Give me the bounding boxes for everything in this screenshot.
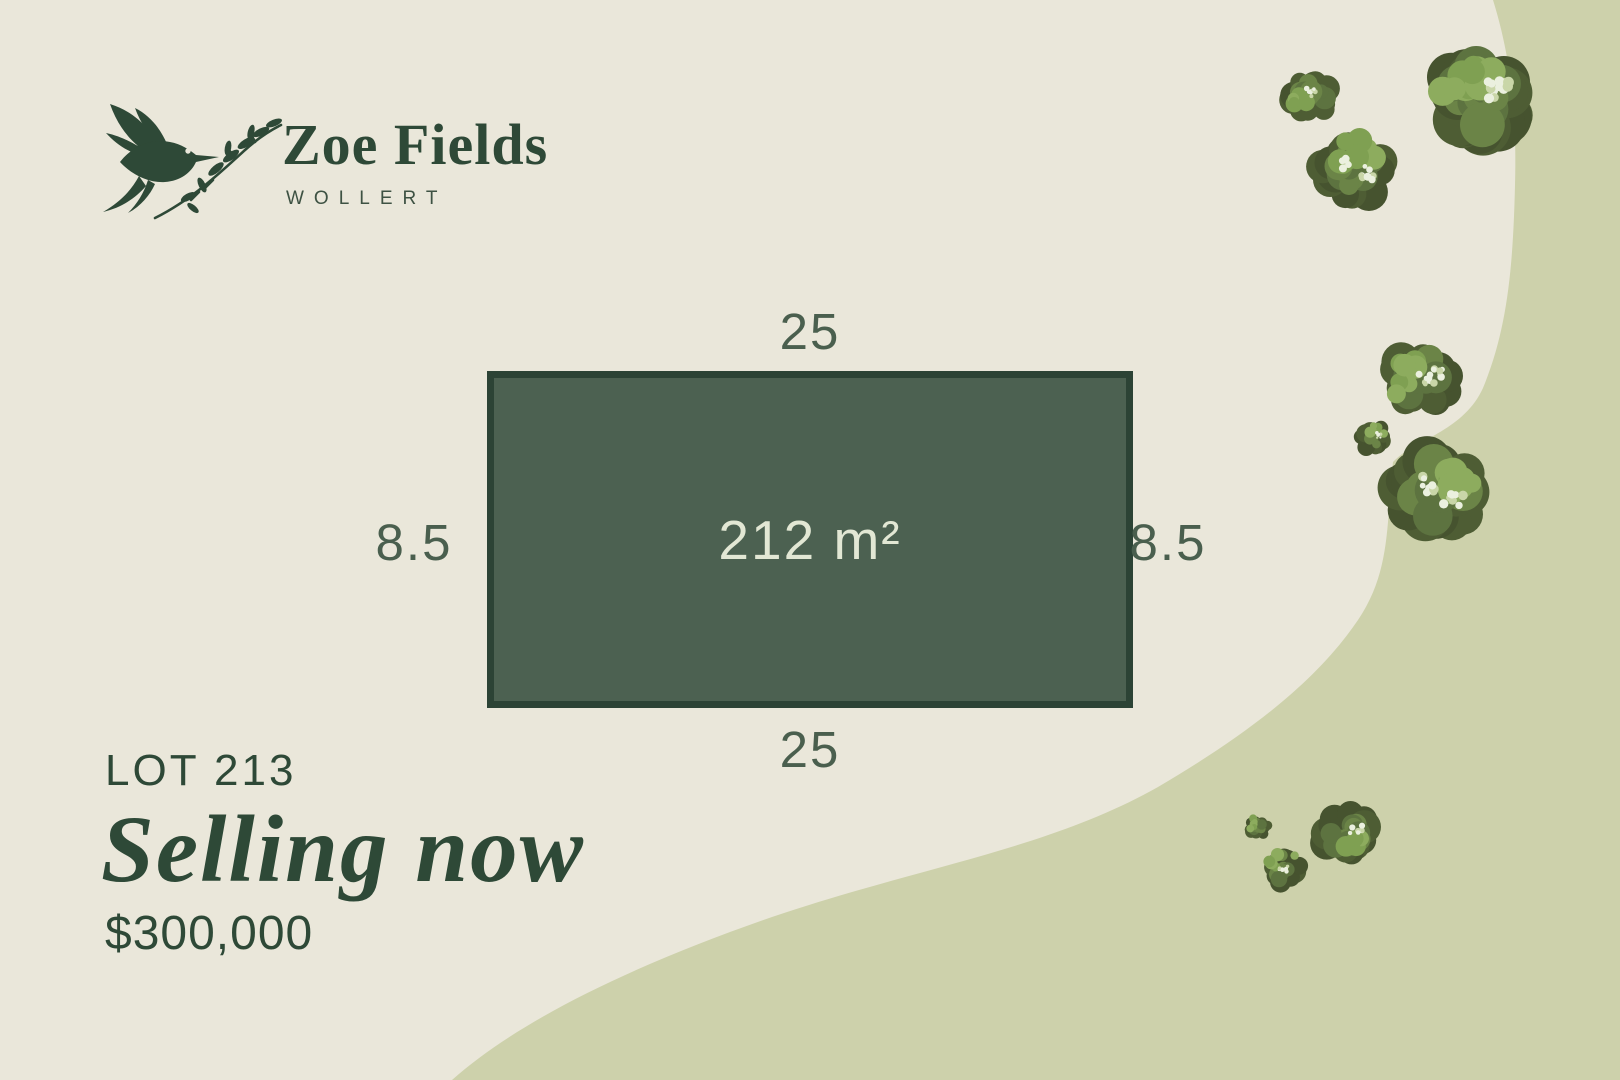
tree-cluster	[1353, 420, 1391, 457]
dimension-right: 8.5	[1129, 514, 1207, 571]
lot-plan-rectangle: 212 m²	[487, 371, 1133, 708]
dimension-left: 8.5	[375, 514, 453, 571]
tree-cluster	[1380, 342, 1463, 415]
tree-cluster	[1244, 814, 1273, 839]
lot-details: LOT 213 Selling now $300,000	[101, 746, 585, 961]
brand-location: WOLLERT	[286, 188, 448, 209]
tree-cluster	[1279, 71, 1340, 122]
dimension-bottom: 25	[779, 721, 841, 778]
tree-cluster	[1427, 46, 1533, 156]
dimension-top: 25	[779, 303, 841, 360]
lot-area-label: 212 m²	[718, 508, 902, 571]
brand-text: Zoe Fields WOLLERT	[282, 100, 548, 210]
lot-price: $300,000	[105, 906, 314, 960]
lot-number-label: LOT 213	[105, 746, 297, 795]
hummingbird-branch-icon	[103, 104, 283, 220]
tree-cluster	[1310, 801, 1381, 865]
brand-name: Zoe Fields	[282, 112, 549, 177]
brand-logo: Zoe Fields WOLLERT	[95, 100, 548, 225]
tree-cluster	[1263, 848, 1309, 893]
selling-status: Selling now	[101, 796, 585, 902]
tree-cluster	[1306, 128, 1398, 211]
tree-cluster	[1377, 436, 1490, 542]
